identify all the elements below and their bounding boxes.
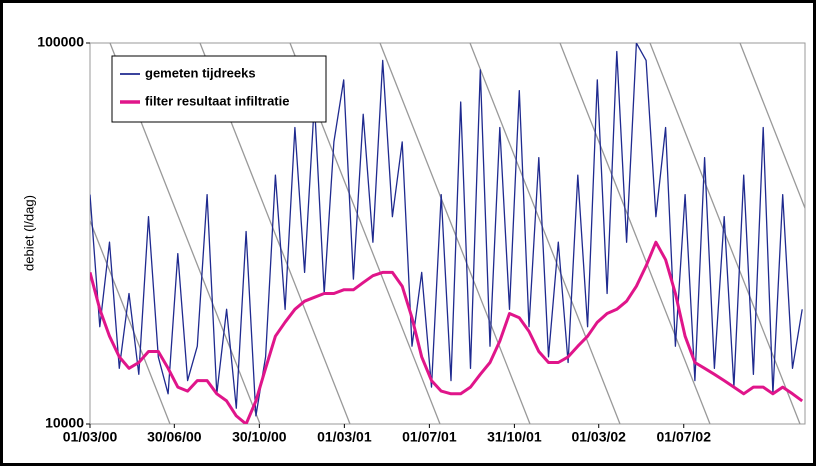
recession-lines xyxy=(90,43,805,424)
y-tick-label: 100000 xyxy=(37,34,84,50)
x-tick-label: 30/10/00 xyxy=(232,429,287,445)
y-tick-label: 10000 xyxy=(45,415,84,431)
x-tick-label: 01/03/00 xyxy=(63,429,118,445)
y-axis-label: debiet (l/dag) xyxy=(21,195,36,271)
series-line xyxy=(90,43,803,417)
x-tick-label: 01/07/02 xyxy=(656,429,711,445)
recession-line xyxy=(469,43,621,424)
x-tick-label: 01/03/01 xyxy=(317,429,372,445)
x-tick-label: 30/06/00 xyxy=(147,429,202,445)
x-tick-label: 31/10/01 xyxy=(487,429,542,445)
legend-label: filter resultaat infiltratie xyxy=(145,93,289,108)
recession-line xyxy=(739,43,805,210)
x-tick-label: 01/07/01 xyxy=(402,429,457,445)
legend-label: gemeten tijdreeks xyxy=(145,65,256,80)
recession-line xyxy=(379,43,531,424)
recession-line xyxy=(90,219,171,424)
legend: gemeten tijdreeks filter resultaat infilt… xyxy=(111,55,327,123)
x-tick-label: 01/03/02 xyxy=(571,429,626,445)
series-group xyxy=(90,43,804,424)
recession-line xyxy=(559,43,711,424)
series-line xyxy=(90,240,804,424)
legend-box xyxy=(111,55,327,123)
